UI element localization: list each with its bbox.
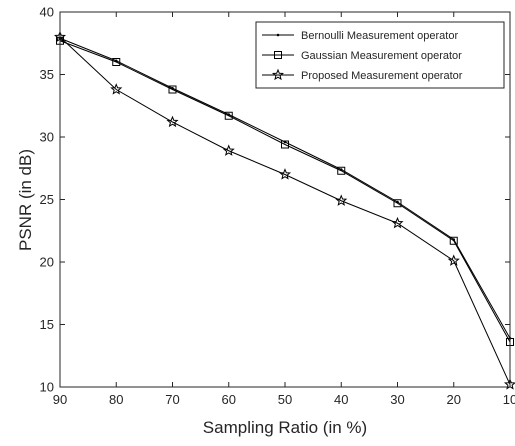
data-point (337, 166, 346, 175)
x-tick-label: 40 (334, 392, 348, 407)
data-point (393, 199, 402, 208)
legend-marker (274, 51, 282, 59)
y-tick-label: 15 (40, 317, 54, 332)
series-line (59, 36, 511, 385)
y-tick-label: 30 (40, 130, 54, 145)
legend-entry: Gaussian Measurement operator (262, 50, 462, 62)
x-tick-label: 90 (53, 392, 67, 407)
legend-label: Gaussian Measurement operator (301, 50, 462, 62)
data-point (278, 168, 292, 180)
y-tick-label: 35 (40, 67, 54, 82)
series-layer (53, 30, 515, 390)
data-point (224, 111, 233, 120)
data-point (449, 236, 458, 245)
legend-label: Proposed Measurement operator (301, 70, 463, 82)
series-line (59, 40, 511, 343)
x-tick-label: 80 (109, 392, 123, 407)
y-tick-label: 40 (40, 5, 54, 20)
data-point (222, 144, 235, 156)
legend-marker (276, 33, 280, 37)
y-tick-label: 20 (40, 255, 54, 270)
data-point (447, 254, 460, 266)
y-tick-label: 25 (40, 192, 54, 207)
x-tick-label: 70 (165, 392, 179, 407)
data-point (112, 58, 121, 66)
series-square (56, 36, 514, 346)
axes-layer: 90 80 70 60 50 40 30 20 10 10 15 20 25 30 35 40 (40, 5, 515, 408)
data-point (391, 216, 404, 229)
legend-marker (271, 68, 285, 81)
x-tick-label: 50 (278, 392, 292, 407)
legend-entry: Bernoulli Measurement operator (262, 30, 458, 42)
y-tick-label: 10 (40, 380, 54, 395)
data-point (166, 115, 179, 128)
x-tick-label: 20 (447, 392, 461, 407)
data-point (110, 83, 123, 95)
data-point (281, 140, 289, 149)
x-tick-label: 30 (390, 392, 404, 407)
legend-box (255, 21, 505, 89)
x-tick-label: 60 (222, 392, 236, 407)
x-tick-label: 10 (503, 392, 515, 407)
x-axis-label: Sampling Ratio (in %) (203, 418, 367, 437)
legend: Bernoulli Measurement operator Gaussian M… (255, 21, 505, 89)
legend-entry: Proposed Measurement operator (262, 68, 463, 82)
y-axis-label: PSNR (in dB) (16, 149, 35, 251)
legend-label: Bernoulli Measurement operator (301, 30, 458, 42)
data-point (335, 194, 348, 206)
data-point (168, 85, 177, 94)
